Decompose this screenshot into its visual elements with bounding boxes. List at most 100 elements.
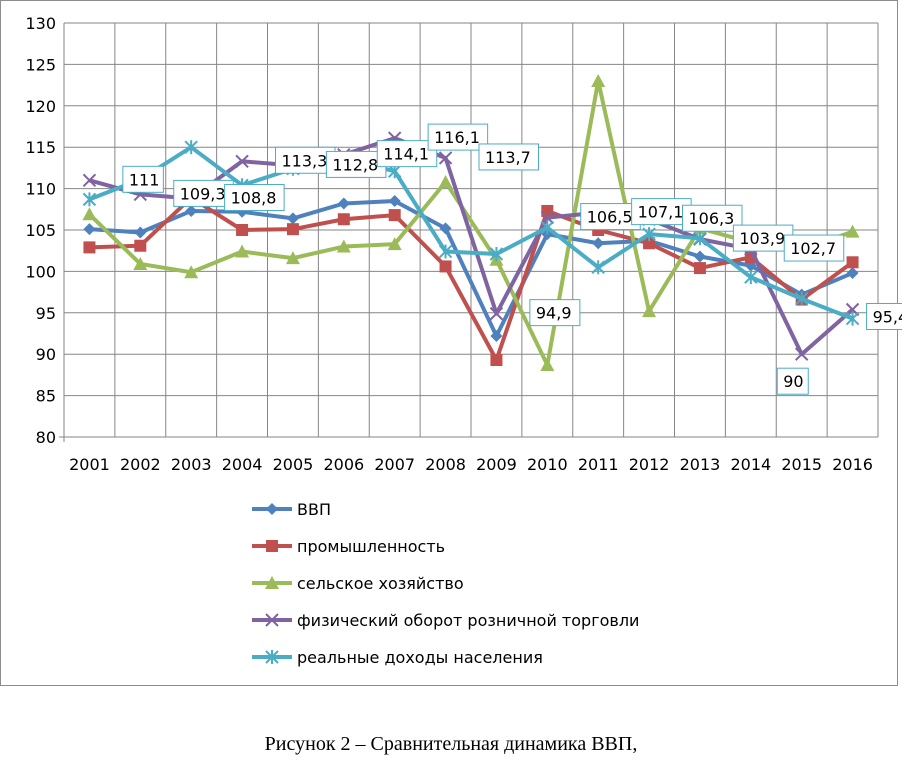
- data-label-box: [682, 204, 743, 232]
- data-label-box: [122, 165, 164, 193]
- data-label-box: [776, 367, 809, 395]
- data-label-box: [224, 184, 285, 212]
- data-point: [236, 224, 249, 236]
- data-point: [184, 140, 198, 155]
- data-label-text: 106,5: [587, 208, 633, 227]
- data-point: [82, 207, 97, 221]
- data-point: [845, 311, 860, 326]
- data-point: [387, 237, 402, 251]
- data-point: [540, 220, 555, 235]
- legend-label: ВВП: [297, 500, 331, 519]
- data-point: [265, 613, 279, 627]
- x-tick-label: 2013: [680, 455, 721, 474]
- y-tick-label: 105: [25, 221, 56, 240]
- data-point: [83, 241, 96, 254]
- data-label-text: 107,1: [638, 203, 684, 222]
- data-point: [693, 231, 707, 246]
- data-label: 111: [122, 165, 164, 193]
- x-tick-label: 2004: [222, 455, 263, 474]
- data-point: [592, 237, 605, 250]
- y-tick-label: 110: [25, 180, 56, 199]
- data-point: [134, 239, 147, 252]
- data-label-text: 116,1: [434, 128, 480, 147]
- data-point: [643, 237, 656, 250]
- legend-item: физический оборот розничной торговли: [252, 611, 639, 630]
- series-line: [88, 145, 854, 321]
- data-label-text: 114,1: [383, 145, 429, 164]
- data-point: [388, 195, 401, 208]
- x-axis-labels: 2001 2002 2003 2004 2005 2006 2007 2008 2009 2010…: [69, 455, 873, 474]
- y-tick-label: 80: [36, 428, 56, 447]
- data-point: [794, 347, 809, 361]
- x-tick-label: 2006: [323, 455, 364, 474]
- data-label: 106,5: [580, 203, 641, 231]
- figure-caption: Рисунок 2 – Сравнительная динамика ВВП,: [264, 733, 638, 755]
- y-tick-label: 100: [25, 262, 56, 281]
- legend-item: сельское хозяйство: [252, 574, 464, 593]
- x-tick-label: 2011: [578, 455, 619, 474]
- data-point: [438, 174, 453, 188]
- data-point: [266, 540, 278, 552]
- series-5: [82, 140, 860, 326]
- data-point: [134, 226, 147, 239]
- legend: ВВП промышленность сельское хозяйство физич…: [252, 500, 639, 667]
- x-tick-label: 2003: [171, 455, 212, 474]
- data-label-box: [580, 203, 641, 231]
- x-tick-label: 2002: [120, 455, 161, 474]
- data-label-box: [376, 140, 438, 168]
- y-tick-label: 115: [25, 138, 56, 157]
- data-label-box: [427, 123, 489, 151]
- y-tick-label: 90: [36, 345, 56, 364]
- data-point: [591, 73, 606, 87]
- data-labels: 111 109,3 108,8 113,3 112,8 114,1 116,1 113,7 94…: [122, 123, 902, 395]
- data-point: [439, 222, 452, 235]
- data-label-box: [529, 299, 581, 327]
- x-tick-label: 2015: [781, 455, 822, 474]
- data-point: [185, 204, 198, 217]
- data-label-box: [275, 146, 336, 174]
- data-point: [184, 265, 199, 279]
- legend-item: ВВП: [252, 500, 331, 519]
- data-point: [266, 503, 278, 515]
- data-point: [83, 223, 96, 236]
- data-point: [693, 262, 706, 275]
- data-label-box: [478, 143, 539, 171]
- legend-item: промышленность: [252, 537, 445, 556]
- chart-frame: [0, 0, 898, 686]
- data-label-text: 112,8: [332, 155, 378, 174]
- data-label-box: [732, 224, 794, 252]
- x-tick-label: 2016: [832, 455, 873, 474]
- data-point: [286, 212, 299, 225]
- data-point: [388, 209, 401, 222]
- data-point: [693, 250, 706, 263]
- data-label-text: 113,3: [282, 151, 328, 170]
- data-label: 94,9: [529, 299, 581, 327]
- y-tick-label: 95: [36, 304, 56, 323]
- data-point: [846, 256, 859, 269]
- data-label-box: [325, 150, 387, 178]
- data-point: [489, 247, 504, 262]
- data-point: [490, 329, 503, 342]
- data-point: [438, 244, 453, 259]
- x-tick-label: 2009: [476, 455, 517, 474]
- data-point: [845, 224, 860, 238]
- data-point: [489, 306, 504, 321]
- data-point: [744, 270, 758, 285]
- data-point: [337, 197, 350, 210]
- data-point: [336, 239, 351, 253]
- data-point: [541, 204, 554, 217]
- data-label: 102,7: [783, 234, 845, 262]
- data-label-text: 103,9: [739, 229, 785, 248]
- series-line: [88, 78, 854, 367]
- data-label: 107,1: [631, 198, 692, 226]
- data-point: [337, 213, 350, 226]
- data-label-text: 111: [129, 170, 160, 189]
- x-tick-label: 2008: [425, 455, 466, 474]
- data-label-box: [173, 179, 234, 207]
- data-point: [82, 173, 97, 188]
- data-point: [642, 304, 657, 318]
- data-point: [286, 223, 299, 236]
- x-tick-label: 2001: [69, 455, 110, 474]
- data-label: 90: [776, 367, 809, 395]
